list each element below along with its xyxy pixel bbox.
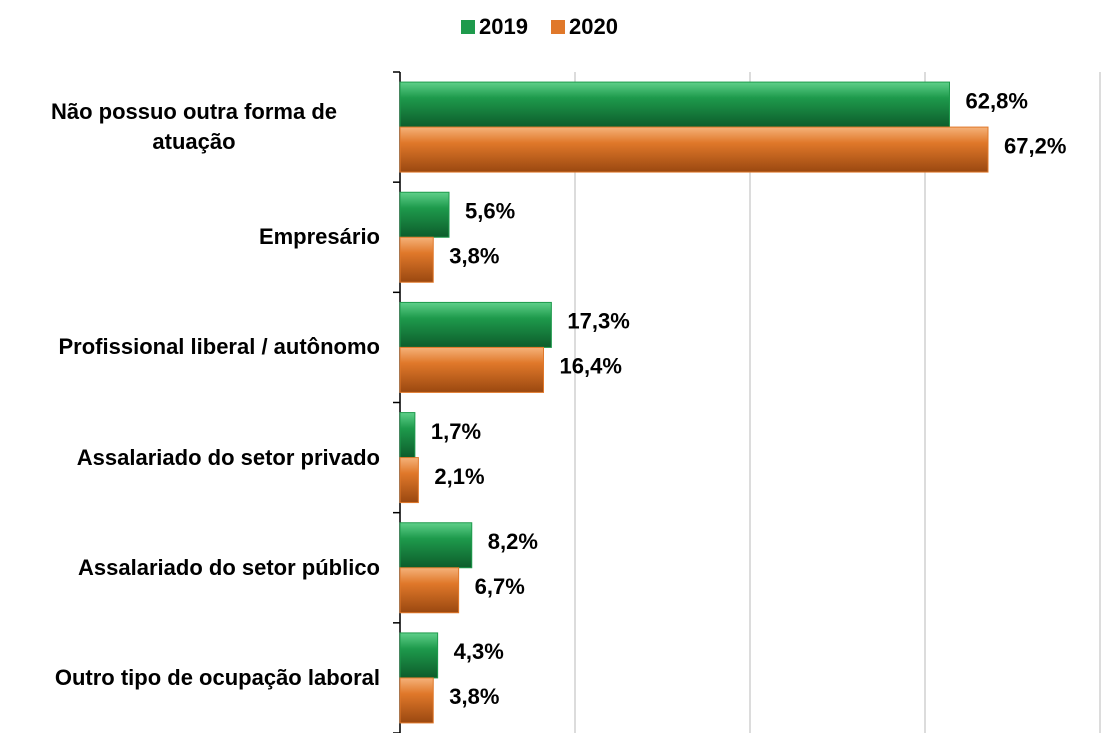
bar <box>399 412 416 459</box>
value-label: 4,3% <box>454 639 504 664</box>
value-label: 16,4% <box>560 354 622 379</box>
category-label: Assalariado do setor privado <box>76 444 380 470</box>
value-label: 2,1% <box>434 464 484 489</box>
value-label: 8,2% <box>488 529 538 554</box>
bar <box>399 522 473 569</box>
bar <box>399 191 450 238</box>
value-label: 1,7% <box>431 419 481 444</box>
legend-swatch <box>551 20 565 34</box>
bar <box>399 632 439 679</box>
value-label: 5,6% <box>465 199 515 224</box>
bar <box>399 567 460 614</box>
bar <box>399 236 434 283</box>
bar <box>399 457 419 504</box>
bar <box>399 677 434 724</box>
legend-swatch <box>461 20 475 34</box>
value-label: 17,3% <box>567 309 629 334</box>
bar <box>399 301 552 348</box>
category-label: Empresário <box>258 224 380 250</box>
category-label: Assalariado do setor público <box>78 554 380 580</box>
value-label: 3,8% <box>449 244 499 269</box>
category-label: Não possuo outra forma de atuação <box>50 99 338 155</box>
legend-label: 2019 <box>479 14 528 39</box>
legend-label: 2020 <box>569 14 618 39</box>
category-label: Outro tipo de ocupação laboral <box>54 664 380 690</box>
bar <box>399 346 544 393</box>
category-label: Profissional liberal / autônomo <box>58 334 381 360</box>
value-label: 67,2% <box>1004 133 1066 158</box>
value-label: 6,7% <box>475 574 525 599</box>
bar <box>399 126 989 173</box>
value-label: 62,8% <box>966 88 1028 113</box>
bar <box>399 81 950 128</box>
value-label: 3,8% <box>449 684 499 709</box>
